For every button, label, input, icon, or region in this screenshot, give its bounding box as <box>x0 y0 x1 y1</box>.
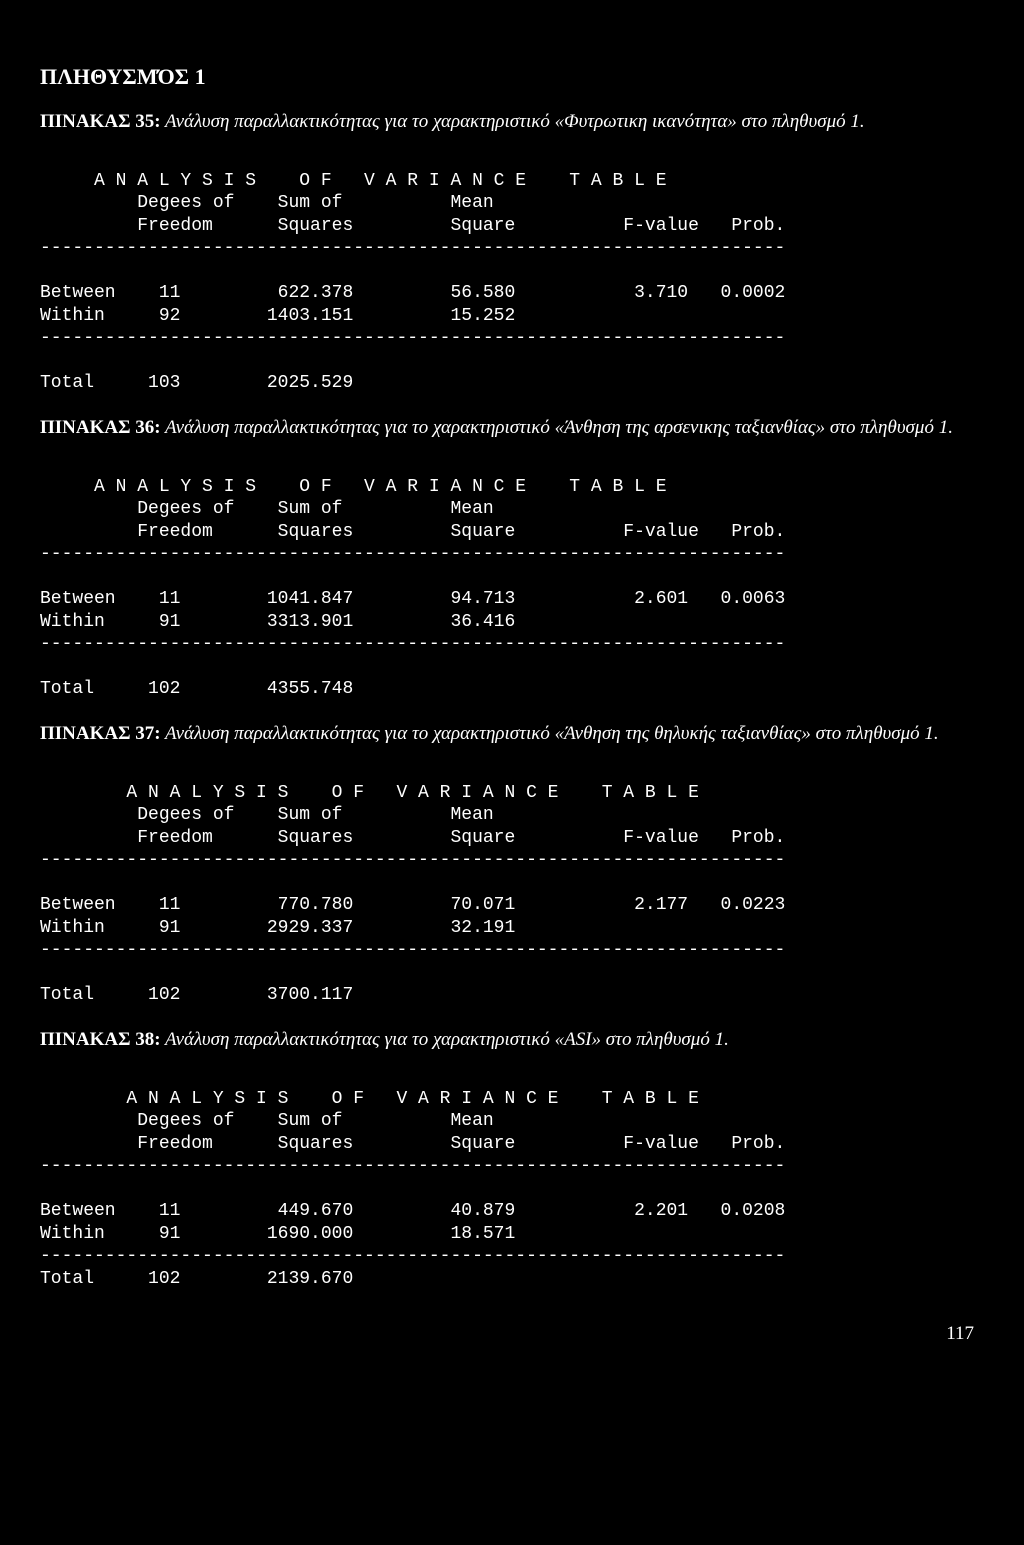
table-row: A N A L Y S I S O F V A R I A N C E T A … <box>40 171 667 191</box>
table-row: Total 102 3700.117 <box>40 985 353 1005</box>
table-38-prefix: ΠΙΝΑΚΑΣ 38: <box>40 1029 161 1050</box>
table-row: ----------------------------------------… <box>40 940 785 960</box>
table-row: Total 102 2139.670 <box>40 1269 353 1289</box>
table-37-prefix: ΠΙΝΑΚΑΣ 37: <box>40 723 161 744</box>
table-37-caption: ΠΙΝΑΚΑΣ 37: Ανάλυση παραλλακτικότητας γι… <box>40 719 984 749</box>
table-35-block: A N A L Y S I S O F V A R I A N C E T A … <box>40 147 984 395</box>
table-row: ----------------------------------------… <box>40 328 785 348</box>
table-row: ----------------------------------------… <box>40 1246 785 1266</box>
table-36-prefix: ΠΙΝΑΚΑΣ 36: <box>40 417 161 438</box>
table-35-prefix: ΠΙΝΑΚΑΣ 35: <box>40 111 161 132</box>
table-36-caption-text: Ανάλυση παραλλακτικότητας για το χαρακτη… <box>165 417 953 438</box>
table-row: Freedom Squares Square F-value Prob. <box>40 828 785 848</box>
table-row: Within 91 3313.901 36.416 <box>40 612 515 632</box>
table-38-caption: ΠΙΝΑΚΑΣ 38: Ανάλυση παραλλακτικότητας γι… <box>40 1025 984 1055</box>
table-row: Within 92 1403.151 15.252 <box>40 306 515 326</box>
page-number: 117 <box>40 1320 984 1349</box>
table-row: A N A L Y S I S O F V A R I A N C E T A … <box>40 783 699 803</box>
table-38-caption-text: Ανάλυση παραλλακτικότητας για το χαρακτη… <box>165 1029 729 1050</box>
table-row: Between 11 770.780 70.071 2.177 0.0223 <box>40 895 785 915</box>
table-row: A N A L Y S I S O F V A R I A N C E T A … <box>40 1089 699 1109</box>
table-row: Degees of Sum of Mean <box>40 193 494 213</box>
table-row: ----------------------------------------… <box>40 850 785 870</box>
table-37-caption-text: Ανάλυση παραλλακτικότητας για το χαρακτη… <box>165 723 939 744</box>
table-36-caption: ΠΙΝΑΚΑΣ 36: Ανάλυση παραλλακτικότητας γι… <box>40 413 984 443</box>
table-row: Total 102 4355.748 <box>40 679 353 699</box>
table-35-caption-text: Ανάλυση παραλλακτικότητας για το χαρακτη… <box>165 111 865 132</box>
table-36-block: A N A L Y S I S O F V A R I A N C E T A … <box>40 453 984 701</box>
table-row: ----------------------------------------… <box>40 238 785 258</box>
table-35-caption: ΠΙΝΑΚΑΣ 35: Ανάλυση παραλλακτικότητας γι… <box>40 107 984 137</box>
table-row: Between 11 449.670 40.879 2.201 0.0208 <box>40 1201 785 1221</box>
table-row: ----------------------------------------… <box>40 544 785 564</box>
table-row: A N A L Y S I S O F V A R I A N C E T A … <box>40 477 667 497</box>
table-row: ----------------------------------------… <box>40 1156 785 1176</box>
table-row: Freedom Squares Square F-value Prob. <box>40 1134 785 1154</box>
table-row: Within 91 1690.000 18.571 <box>40 1224 515 1244</box>
table-row: ----------------------------------------… <box>40 634 785 654</box>
table-row: Degees of Sum of Mean <box>40 1111 494 1131</box>
table-37-block: A N A L Y S I S O F V A R I A N C E T A … <box>40 759 984 1007</box>
page-title: ΠΛΗΘΥΣΜΌΣ 1 <box>40 60 984 93</box>
table-row: Degees of Sum of Mean <box>40 499 494 519</box>
table-38-block: A N A L Y S I S O F V A R I A N C E T A … <box>40 1065 984 1290</box>
table-row: Total 103 2025.529 <box>40 373 353 393</box>
table-row: Degees of Sum of Mean <box>40 805 494 825</box>
table-row: Freedom Squares Square F-value Prob. <box>40 522 785 542</box>
table-row: Between 11 1041.847 94.713 2.601 0.0063 <box>40 589 785 609</box>
table-row: Between 11 622.378 56.580 3.710 0.0002 <box>40 283 785 303</box>
table-row: Within 91 2929.337 32.191 <box>40 918 515 938</box>
table-row: Freedom Squares Square F-value Prob. <box>40 216 785 236</box>
